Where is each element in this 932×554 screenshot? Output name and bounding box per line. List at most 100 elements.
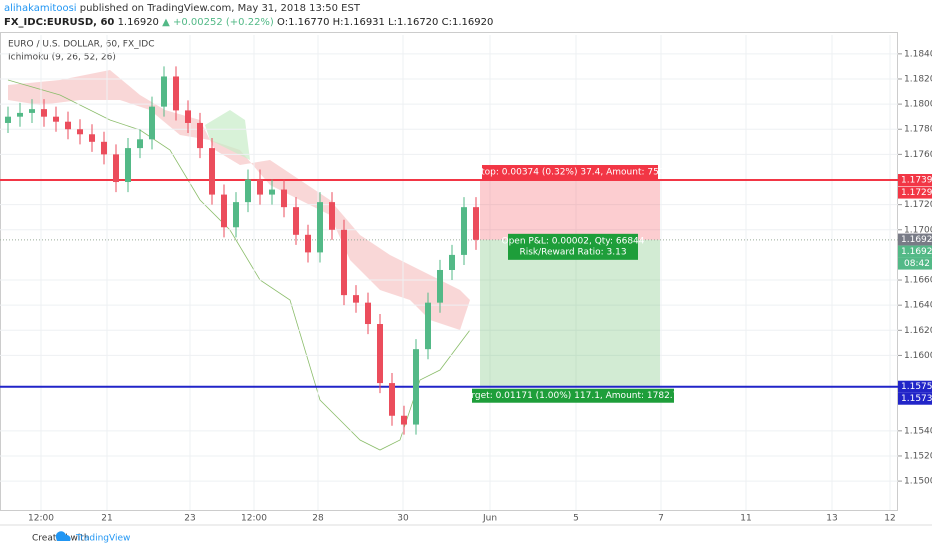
ohlc: 1.16920 bbox=[452, 17, 493, 28]
x-tick-label: 21 bbox=[101, 514, 112, 524]
candle-body bbox=[77, 129, 83, 135]
candle-body bbox=[221, 194, 227, 228]
price-tag bbox=[898, 174, 932, 187]
candle-body bbox=[329, 202, 335, 230]
candle-body bbox=[161, 76, 167, 107]
footer-brand[interactable]: TradingView bbox=[75, 534, 130, 544]
plot-frame bbox=[0, 32, 898, 511]
ohlc: 1.16931 bbox=[344, 17, 385, 28]
label-box bbox=[508, 233, 638, 260]
candle-body bbox=[101, 141, 107, 155]
position-label: Stop: 0.00374 (0.32%) 37.4, Amount: 750 bbox=[475, 168, 664, 178]
candle-body bbox=[413, 349, 419, 425]
candle-body bbox=[149, 106, 155, 140]
candle-body bbox=[209, 148, 215, 195]
candle-body bbox=[461, 207, 467, 255]
author: alihakamitoosi bbox=[4, 3, 77, 14]
candle-body bbox=[233, 202, 239, 228]
x-tick-label: 28 bbox=[312, 514, 324, 524]
candle-body bbox=[293, 207, 299, 235]
y-tick-label: 1.16200 bbox=[904, 326, 932, 336]
candle-body bbox=[197, 122, 203, 149]
symbol: FX_IDC:EURUSD, 60 bbox=[4, 17, 114, 28]
candle-body bbox=[377, 324, 383, 384]
target-zone bbox=[480, 239, 660, 387]
y-tick-label: 1.17800 bbox=[904, 125, 932, 135]
candle-body bbox=[53, 116, 59, 122]
candle-body bbox=[317, 202, 323, 253]
x-tick-label: 7 bbox=[658, 514, 664, 524]
candle-body bbox=[29, 109, 35, 113]
candle-body bbox=[113, 154, 119, 183]
y-tick-label: 1.16000 bbox=[904, 351, 932, 361]
price-tag bbox=[898, 186, 932, 199]
candle-body bbox=[305, 234, 311, 253]
y-tick-label: 1.18400 bbox=[904, 49, 932, 59]
candle-body bbox=[437, 269, 443, 303]
candle-body bbox=[89, 134, 95, 142]
time-tag bbox=[898, 257, 932, 270]
published: published on TradingView.com, May 31, 20… bbox=[80, 3, 361, 14]
ichimoku-cloud bbox=[205, 110, 250, 160]
candle-body bbox=[17, 112, 23, 117]
y-tick-label: 1.15000 bbox=[904, 477, 932, 487]
position-label: Open P&L: 0.00002, Qty: 66844 bbox=[502, 236, 645, 246]
x-tick-label: 11 bbox=[740, 514, 751, 524]
candle-body bbox=[41, 109, 47, 117]
candle-body bbox=[257, 179, 263, 195]
last: 1.16920 bbox=[118, 17, 159, 28]
price-tag bbox=[898, 392, 932, 405]
position-label: Risk/Reward Ratio: 3.13 bbox=[519, 247, 626, 257]
candle-body bbox=[173, 76, 179, 111]
price-tag-label: 1.15739 bbox=[901, 394, 932, 404]
candle-body bbox=[365, 302, 371, 325]
price-tag bbox=[898, 380, 932, 393]
x-tick-label: 12 bbox=[884, 514, 895, 524]
label-box bbox=[482, 165, 658, 180]
candle-body bbox=[341, 229, 347, 296]
y-tick-label: 1.17200 bbox=[904, 200, 932, 210]
y-tick-label: 1.15200 bbox=[904, 451, 932, 461]
price-tag bbox=[898, 245, 932, 258]
x-tick-label: 5 bbox=[573, 514, 579, 524]
time-left: 08:42 bbox=[904, 259, 930, 269]
x-tick-label: 12:00 bbox=[28, 514, 54, 524]
header-line: alihakamitoosi published on TradingView.… bbox=[4, 3, 361, 14]
x-tick-label: 23 bbox=[184, 514, 195, 524]
ohlc: H: bbox=[333, 17, 344, 28]
price-tag-label: 1.17296 bbox=[901, 188, 932, 198]
candle-body bbox=[185, 110, 191, 123]
candle-body bbox=[125, 148, 131, 183]
y-tick-label: 1.17600 bbox=[904, 150, 932, 160]
y-tick-label: 1.16400 bbox=[904, 301, 932, 311]
x-tick-label: 13 bbox=[826, 514, 837, 524]
candle-body bbox=[5, 116, 11, 123]
price-tag-label: 1.16922 bbox=[901, 235, 932, 245]
x-tick-label: Jun bbox=[482, 514, 497, 524]
ohlc: L: bbox=[388, 17, 397, 28]
candle-body bbox=[449, 254, 455, 270]
candle-body bbox=[425, 302, 431, 350]
indicator-label: Ichimoku (9, 26, 52, 26) bbox=[8, 53, 116, 63]
x-tick-label: 30 bbox=[397, 514, 409, 524]
position-label: Target: 0.01171 (1.00%) 117.1, Amount: 1… bbox=[461, 391, 685, 401]
candle-body bbox=[389, 383, 395, 416]
y-tick-label: 1.18000 bbox=[904, 100, 932, 110]
price-tag-label: 1.16920 bbox=[901, 247, 932, 257]
ohlc: C: bbox=[442, 17, 452, 28]
chart-title: EURO / U.S. DOLLAR, 60, FX_IDC bbox=[8, 40, 155, 50]
ichimoku-cloud bbox=[8, 70, 470, 330]
candle-body bbox=[65, 121, 71, 130]
ohlc: 1.16720 bbox=[397, 17, 438, 28]
x-tick-label: 12:00 bbox=[241, 514, 267, 524]
symbol-line: FX_IDC:EURUSD, 60 1.16920 ▲ +0.00252 (+0… bbox=[4, 17, 493, 28]
price-tag bbox=[898, 233, 932, 246]
price-tag-label: 1.17396 bbox=[901, 176, 932, 186]
ohlc: 1.16770 bbox=[288, 17, 329, 28]
candle-body bbox=[137, 139, 143, 149]
ohlc: O: bbox=[277, 17, 288, 28]
candle-body bbox=[353, 295, 359, 303]
